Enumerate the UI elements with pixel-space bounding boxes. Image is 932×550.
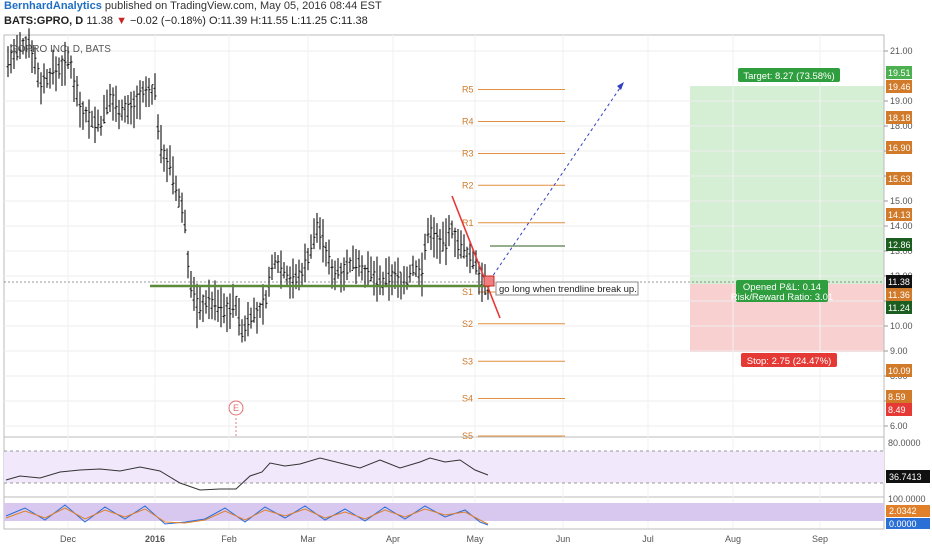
pivot-label: R3 — [462, 149, 474, 159]
stoch-band — [4, 503, 884, 521]
price-label: 11.24 — [888, 303, 910, 313]
pivot-label: S4 — [462, 394, 473, 404]
stoch-k-box — [886, 505, 930, 517]
down-trendline — [451, 195, 501, 319]
stoch-k-value: 2.0342 — [889, 506, 917, 516]
time-tick-label: 2016 — [145, 534, 165, 544]
pivot-label: S5 — [462, 431, 473, 441]
stop-label-box — [741, 353, 837, 367]
chart-legend: GOPRO INC, D, BATS — [10, 44, 111, 55]
publish-line: BernhardAnalytics published on TradingVi… — [4, 0, 382, 12]
price-label-box — [886, 390, 912, 403]
last-price: 11.38 — [86, 15, 114, 27]
stoch-d-value: 0.0000 — [889, 519, 917, 529]
projection-arrowhead — [617, 82, 624, 90]
price-label-box — [886, 301, 912, 314]
published-text: published on TradingView.com, May 05, 20… — [104, 0, 382, 12]
annotation-box — [495, 281, 639, 296]
price-label: 8.49 — [888, 405, 906, 415]
price-tick-label: 6.00 — [890, 421, 908, 431]
earnings-icon[interactable] — [228, 400, 244, 416]
time-tick-label: Aug — [725, 534, 741, 544]
price-label-box — [886, 66, 912, 79]
author-link[interactable]: BernhardAnalytics — [4, 0, 102, 12]
price-label: 10.09 — [888, 366, 911, 376]
time-tick-label: Dec — [60, 534, 77, 544]
price-label: 19.46 — [888, 82, 911, 92]
price-label: 11.36 — [888, 290, 910, 300]
stop-label: Stop: 2.75 (24.47%) — [747, 356, 832, 367]
change-value: −0.02 (−0.18%) — [130, 15, 206, 27]
rr-label: Risk/Reward Ratio: 3.01 — [731, 292, 833, 303]
rsi-line — [5, 457, 489, 491]
price-label-box — [886, 403, 912, 416]
price-tick-label: 21.00 — [890, 46, 913, 56]
price-label: 19.51 — [888, 68, 911, 78]
projection-line — [489, 81, 625, 281]
price-tick-label: 15.00 — [890, 196, 913, 206]
price-labels: 19.51 19.46 18.18 16.90 15.63 14.13 12.86 11.38… — [886, 66, 912, 416]
symbol: BATS:GPRO, D — [4, 15, 84, 27]
rsi-band — [4, 451, 884, 483]
price-label-box — [886, 275, 912, 288]
pivot-label: S3 — [462, 356, 473, 366]
price-tick-label: 14.00 — [890, 221, 913, 231]
rsi-value: 36.7413 — [889, 472, 922, 482]
change-arrow: ▼ — [116, 15, 127, 27]
symbol-line: BATS:GPRO, D 11.38 ▼ −0.02 (−0.18%) O:11… — [4, 15, 368, 27]
time-tick-label: Mar — [300, 534, 316, 544]
price-label: 8.59 — [888, 392, 906, 402]
price-label-box — [886, 364, 912, 377]
time-tick-label: May — [466, 534, 484, 544]
time-tick-label: Sep — [812, 534, 828, 544]
time-tick-label: Apr — [386, 534, 400, 544]
target-label-box — [738, 68, 840, 82]
price-tick-label: 9.00 — [890, 346, 908, 356]
price-label-box — [886, 208, 912, 221]
pnl-box — [736, 280, 828, 302]
stoch-d-line — [5, 507, 489, 525]
pivot-label: R1 — [462, 218, 474, 228]
rsi-axis-label: 80.0000 — [888, 438, 921, 448]
annotation-text: go long when trendline break up. — [499, 284, 637, 295]
price-label: 18.18 — [888, 113, 911, 123]
time-tick-label: Jun — [556, 534, 571, 544]
price-tick-label: 18.00 — [890, 121, 913, 131]
price-bars — [6, 28, 490, 343]
stoch-axis-label: 100.0000 — [888, 494, 926, 504]
price-label-box — [886, 238, 912, 251]
time-tick-label: Jul — [642, 534, 654, 544]
price-label-box — [886, 80, 912, 93]
price-label: 16.90 — [888, 143, 911, 153]
price-tick-label: 10.00 — [890, 321, 913, 331]
target-label: Target: 8.27 (73.58%) — [743, 71, 834, 82]
earnings-label: E — [233, 403, 239, 413]
price-label: 11.38 — [888, 277, 910, 287]
pivot-label: S1 — [462, 287, 473, 297]
price-label: 12.86 — [888, 240, 911, 250]
price-label: 15.63 — [888, 174, 911, 184]
target-zone — [690, 86, 884, 284]
pivot-label: S2 — [462, 319, 473, 329]
pnl-label: Opened P&L: 0.14 — [743, 282, 821, 293]
rsi-value-box — [886, 470, 930, 483]
time-axis: Dec 2016 Feb Mar Apr May Jun Jul Aug Sep — [4, 528, 884, 544]
pivot-label: R2 — [462, 180, 474, 190]
breakout-marker — [483, 275, 495, 287]
pivot-label: R4 — [462, 117, 474, 127]
price-label-box — [886, 141, 912, 154]
price-label-box — [886, 172, 912, 185]
price-label: 14.13 — [888, 210, 911, 220]
price-label-box — [886, 288, 912, 301]
time-tick-label: Feb — [221, 534, 237, 544]
stoch-d-box — [886, 518, 930, 529]
price-tick-label: 19.00 — [890, 96, 913, 106]
price-label-box — [886, 111, 912, 124]
pivot-label: R5 — [462, 85, 474, 95]
ohlc-values: O:11.39 H:11.55 L:11.25 C:11.38 — [208, 15, 368, 27]
